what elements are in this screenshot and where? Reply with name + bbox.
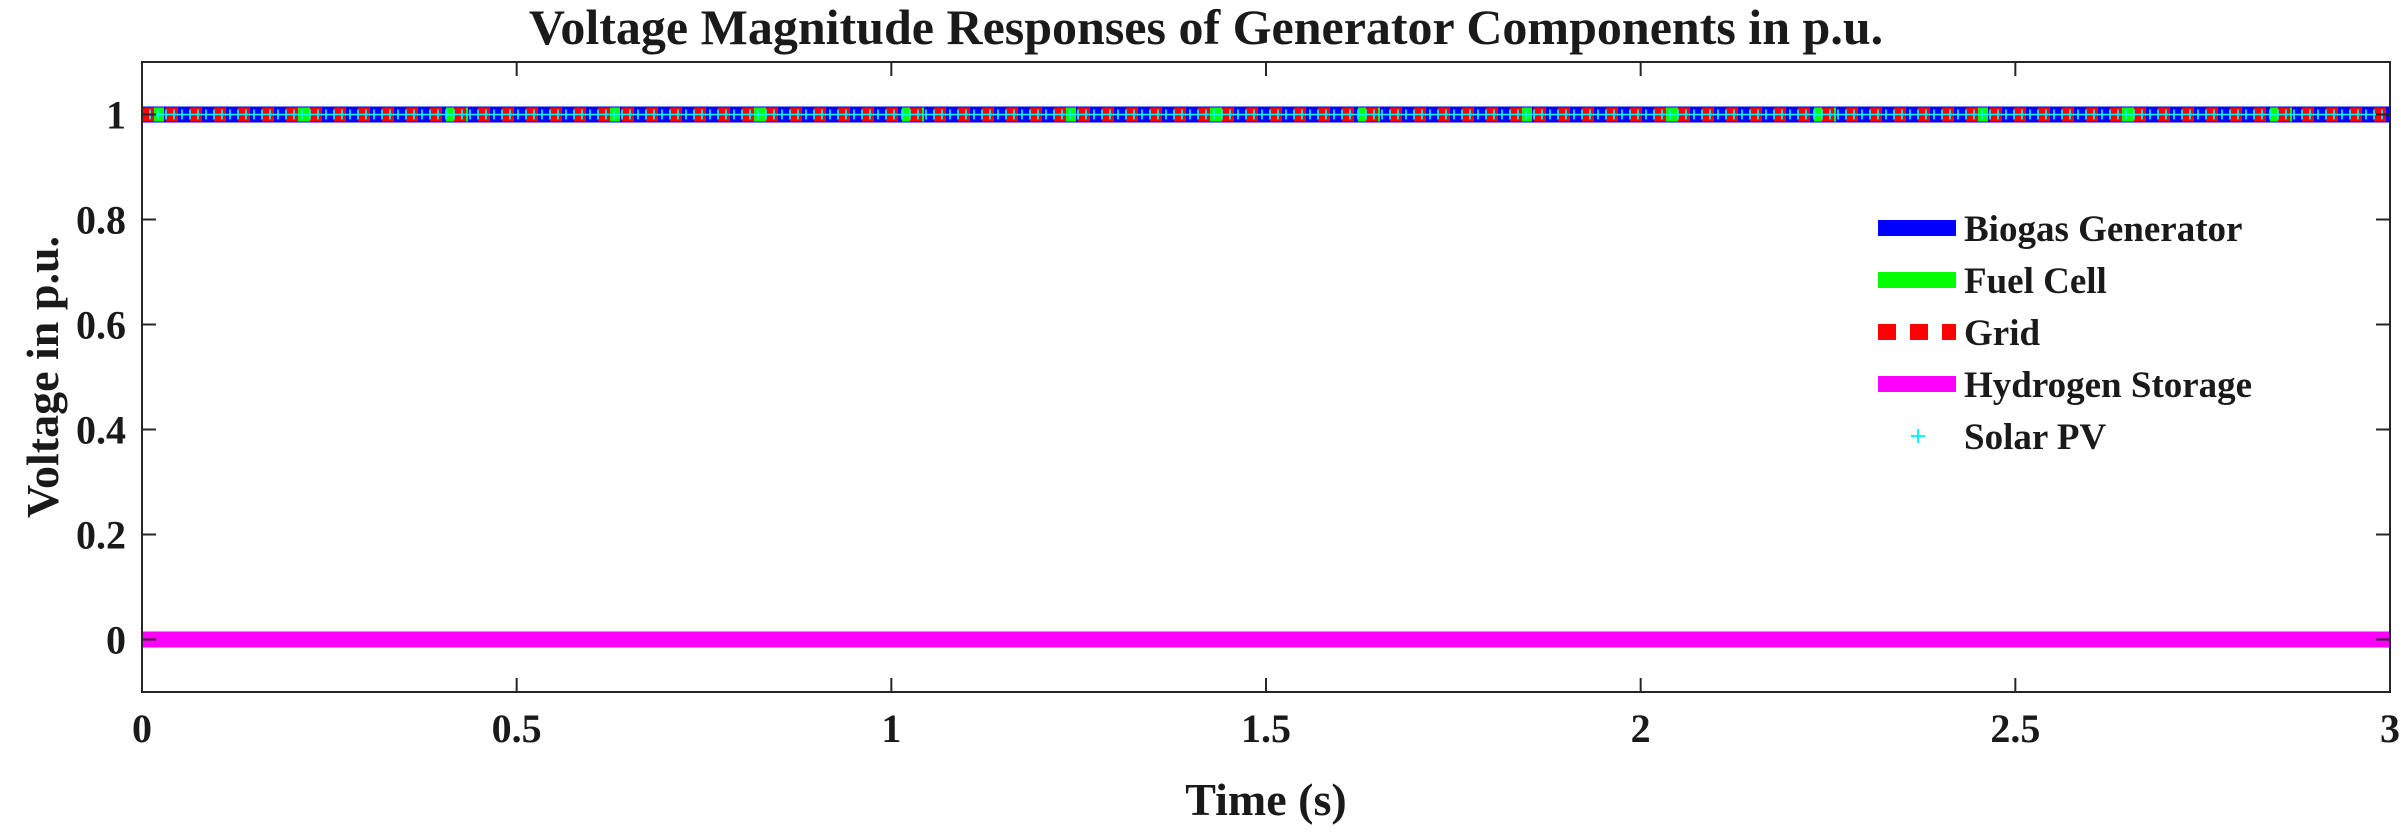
chart-title: Voltage Magnitude Responses of Generator… (529, 0, 1883, 55)
x-axis-label: Time (s) (1185, 774, 1346, 825)
legend-swatch-solar-pv (1911, 429, 1925, 443)
legend: Biogas Generator Fuel Cell Grid Hydrogen St… (1878, 209, 2252, 458)
y-tick-label: 0.6 (76, 303, 126, 348)
y-tick-label: 0.4 (76, 408, 126, 453)
x-tick-label: 0.5 (492, 706, 542, 751)
y-tick-label: 0.2 (76, 513, 126, 558)
legend-label-hydrogen-storage: Hydrogen Storage (1964, 365, 2252, 406)
y-tick-label: 1 (106, 93, 126, 138)
legend-label-solar-pv: Solar PV (1964, 417, 2106, 458)
y-tick-label: 0 (106, 618, 126, 663)
y-tick-label: 0.8 (76, 198, 126, 243)
series-solar-pv (142, 109, 2390, 120)
legend-label-grid: Grid (1964, 313, 2040, 354)
x-tick-label: 2 (1631, 706, 1651, 751)
legend-label-biogas-generator: Biogas Generator (1964, 209, 2242, 250)
x-tick-label: 1.5 (1241, 706, 1291, 751)
x-tick-label: 2.5 (1990, 706, 2040, 751)
y-axis-label: Voltage in p.u. (17, 236, 68, 518)
x-tick-label: 3 (2380, 706, 2400, 751)
x-tick-label: 0 (132, 706, 152, 751)
x-tick-label: 1 (881, 706, 901, 751)
legend-label-fuel-cell: Fuel Cell (1964, 261, 2107, 302)
